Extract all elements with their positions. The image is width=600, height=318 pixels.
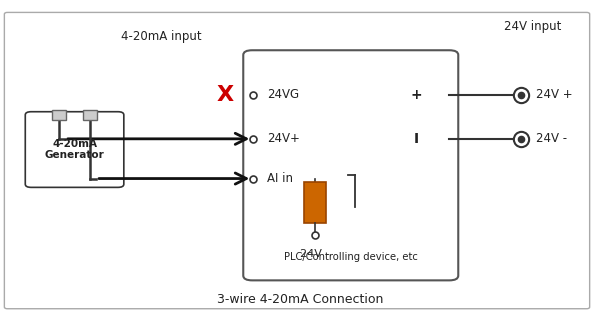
Bar [83, 110, 97, 120]
Text: I: I [414, 132, 419, 146]
Text: 24V input: 24V input [504, 20, 562, 33]
Text: 24VG: 24VG [267, 88, 299, 101]
Text: AI in: AI in [267, 172, 293, 185]
Bar [304, 182, 326, 223]
Text: 3-wire 4-20mA Connection: 3-wire 4-20mA Connection [217, 293, 383, 306]
FancyBboxPatch shape [4, 12, 590, 309]
Text: 24V -: 24V - [300, 249, 329, 259]
Text: +: + [410, 88, 422, 102]
Text: 4-20mA
Generator: 4-20mA Generator [44, 139, 104, 160]
Text: 24V -: 24V - [536, 132, 567, 145]
Text: 24V+: 24V+ [267, 132, 300, 145]
FancyBboxPatch shape [243, 50, 458, 280]
Text: X: X [217, 85, 234, 105]
Bar [52, 110, 66, 120]
FancyBboxPatch shape [25, 112, 124, 187]
Text: 4-20mA input: 4-20mA input [121, 30, 202, 43]
Text: 24V +: 24V + [536, 88, 572, 101]
Text: PLC/Controlling device, etc: PLC/Controlling device, etc [284, 252, 418, 262]
